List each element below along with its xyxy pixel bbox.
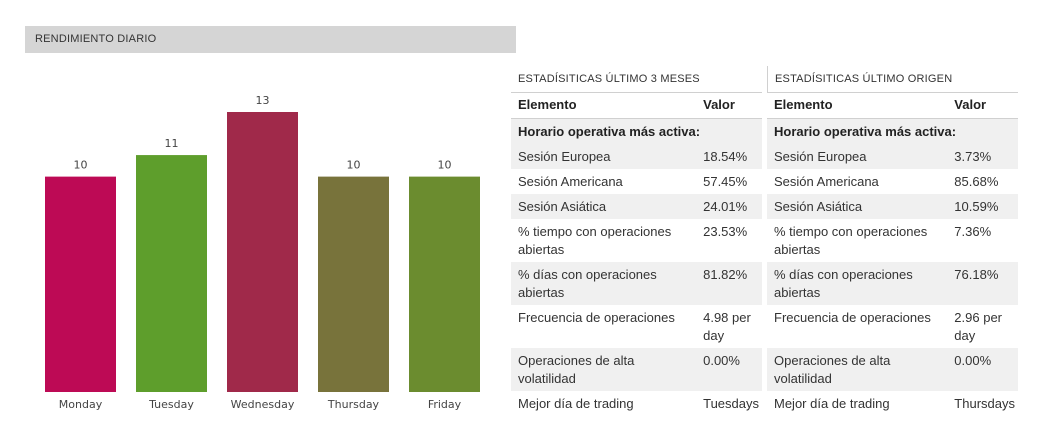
row-label: Frecuencia de operaciones — [518, 310, 675, 325]
table-row: Operaciones de alta volatilidad 0.00% — [511, 348, 762, 391]
row-label: Sesión Americana — [518, 174, 623, 189]
table-row: Frecuencia de operaciones 2.96 per day — [767, 305, 1018, 348]
row-value: Thursdays — [954, 396, 1015, 411]
row-value: 57.45% — [703, 174, 748, 189]
column-header-value: Valor — [698, 93, 762, 119]
table-header-row: Elemento Valor — [767, 93, 1018, 119]
table-row: % tiempo con operaciones abiertas 23.53% — [511, 219, 762, 262]
bar-value-label: 10 — [438, 159, 452, 172]
x-tick-label: Friday — [428, 398, 462, 411]
stats-last-origin-table: Elemento Valor Horario operativa más act… — [767, 93, 1018, 416]
row-label: Sesión Americana — [774, 174, 879, 189]
table-row: Sesión Europea 18.54% — [511, 144, 762, 169]
stats-last-origin-panel: ESTADÍSITICAS ÚLTIMO ORIGEN Elemento Val… — [767, 66, 1018, 416]
row-value: 76.18% — [949, 262, 1018, 305]
group-label: Horario operativa más activa: — [511, 118, 762, 144]
stats-table-body: Elemento Valor Horario operativa más act… — [511, 93, 762, 416]
table-row: Operaciones de alta volatilidad 0.00% — [767, 348, 1018, 391]
bar-value-label: 10 — [74, 159, 88, 172]
row-label: % tiempo con operaciones abiertas — [518, 224, 672, 257]
row-value: 4.98 per day — [703, 310, 751, 343]
row-label: Sesión Europea — [511, 144, 699, 169]
row-label: % tiempo con operaciones abiertas — [774, 224, 928, 257]
group-label: Horario operativa más activa: — [767, 118, 1018, 144]
table-row: Sesión Americana 57.45% — [511, 169, 762, 194]
column-header-value: Valor — [949, 93, 1018, 119]
daily-performance-bar-chart: 10 Monday 11 Tuesday 13 Wednesday 10 Thursday 10… — [45, 94, 480, 411]
table-row: Mejor día de trading Thursdays — [767, 391, 1018, 416]
group-row: Horario operativa más activa: — [767, 118, 1018, 144]
row-value: 3.73% — [949, 144, 1018, 169]
row-value: 2.96 per day — [954, 310, 1002, 343]
row-value: 0.00% — [698, 348, 762, 391]
bar-wednesday — [227, 112, 298, 392]
chart-title: RENDIMIENTO DIARIO — [25, 26, 516, 53]
x-tick-label: Tuesday — [148, 398, 194, 411]
x-tick-label: Thursday — [327, 398, 380, 411]
table-row: % días con operaciones abiertas 81.82% — [511, 262, 762, 305]
bar-friday — [409, 176, 480, 392]
bar-value-label: 10 — [347, 159, 361, 172]
row-value: 10.59% — [949, 194, 1018, 219]
bar-monday — [45, 176, 116, 392]
row-label: Mejor día de trading — [774, 396, 890, 411]
column-header-element: Elemento — [511, 93, 699, 119]
table-row: Sesión Americana 85.68% — [767, 169, 1018, 194]
row-label: Frecuencia de operaciones — [774, 310, 931, 325]
row-label: Sesión Asiática — [511, 194, 699, 219]
x-tick-label: Monday — [59, 398, 103, 411]
stats-last-3-months-title: ESTADÍSITICAS ÚLTIMO 3 MESES — [511, 66, 762, 93]
row-label: Mejor día de trading — [518, 396, 634, 411]
row-label: Sesión Europea — [767, 144, 950, 169]
bar-thursday — [318, 176, 389, 392]
x-tick-label: Wednesday — [231, 398, 295, 411]
bar-value-label: 13 — [256, 94, 270, 107]
stats-table-body: Elemento Valor Horario operativa más act… — [767, 93, 1018, 416]
table-row: Mejor día de trading Tuesdays — [511, 391, 762, 416]
stats-last-3-months-table: Elemento Valor Horario operativa más act… — [511, 93, 762, 416]
stats-last-3-months-panel: ESTADÍSITICAS ÚLTIMO 3 MESES Elemento Va… — [511, 66, 762, 416]
row-label: % días con operaciones abiertas — [511, 262, 699, 305]
row-label: Sesión Asiática — [767, 194, 950, 219]
row-value: 81.82% — [698, 262, 762, 305]
row-label: % días con operaciones abiertas — [767, 262, 950, 305]
table-row: % días con operaciones abiertas 76.18% — [767, 262, 1018, 305]
column-header-element: Elemento — [767, 93, 950, 119]
table-row: Sesión Europea 3.73% — [767, 144, 1018, 169]
stats-last-origin-title: ESTADÍSITICAS ÚLTIMO ORIGEN — [767, 66, 1018, 93]
table-row: Sesión Asiática 10.59% — [767, 194, 1018, 219]
row-value: 7.36% — [954, 224, 992, 239]
table-row: Frecuencia de operaciones 4.98 per day — [511, 305, 762, 348]
row-value: 18.54% — [698, 144, 762, 169]
row-value: Tuesdays — [703, 396, 759, 411]
row-value: 85.68% — [954, 174, 999, 189]
row-label: Operaciones de alta volatilidad — [767, 348, 950, 391]
row-value: 23.53% — [703, 224, 748, 239]
table-row: % tiempo con operaciones abiertas 7.36% — [767, 219, 1018, 262]
bar-value-label: 11 — [165, 137, 179, 150]
row-value: 0.00% — [949, 348, 1018, 391]
row-label: Operaciones de alta volatilidad — [511, 348, 699, 391]
row-value: 24.01% — [698, 194, 762, 219]
group-row: Horario operativa más activa: — [511, 118, 762, 144]
table-row: Sesión Asiática 24.01% — [511, 194, 762, 219]
table-header-row: Elemento Valor — [511, 93, 762, 119]
bar-tuesday — [136, 155, 207, 392]
